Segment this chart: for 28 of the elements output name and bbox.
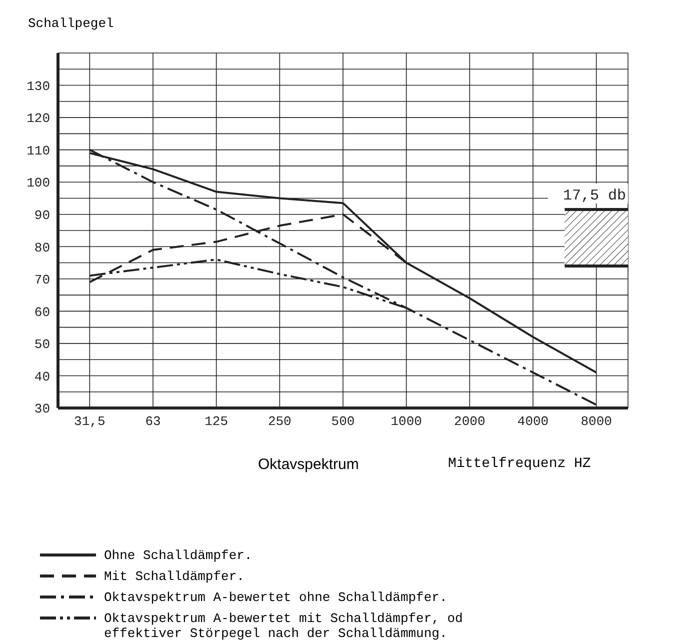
y-tick-label: 30 <box>34 402 50 417</box>
y-tick-label: 60 <box>34 304 50 320</box>
x-tick-label: 500 <box>331 414 355 430</box>
y-axis-title: Schallpegel <box>28 16 114 31</box>
band-label: 17,5 db <box>562 188 626 205</box>
x-tick-label: 4000 <box>517 414 549 430</box>
y-tick-label: 70 <box>34 272 50 288</box>
y-tick-label: 90 <box>34 208 50 223</box>
x-tick-label: 250 <box>268 414 292 430</box>
y-tick-label: 110 <box>26 143 50 158</box>
text: Mittelfrequenz HZ <box>448 456 591 472</box>
y-tick-label: 80 <box>34 240 50 256</box>
y-tick-label: 130 <box>26 78 50 94</box>
y-tick-label: 100 <box>26 176 50 191</box>
legend-label: Mit Schalldämpfer. <box>104 569 246 584</box>
y-tick-label: 50 <box>34 337 50 352</box>
y-tick-label: 120 <box>26 111 50 126</box>
legend-label: Oktavspektrum A-bewertet ohne Schalldämpfer. <box>104 590 448 605</box>
x-tick-label: 2000 <box>454 414 486 430</box>
legend-label: Ohne Schalldämpfer. <box>104 548 254 563</box>
x-axis-title: Oktavspektrum <box>258 456 359 473</box>
x-tick-label: 1000 <box>390 414 422 430</box>
y-tick-label: 40 <box>34 369 50 384</box>
x-tick-label: 125 <box>204 414 228 430</box>
legend-label: Oktavspektrum A-bewertet mit Schalldämpfer, od effektiver Störpegel nach der Schalldämmung. <box>104 611 464 641</box>
x-tick-label: 8000 <box>580 414 612 430</box>
x-tick-label: 31,5 <box>74 414 106 430</box>
x-tick-label: 63 <box>145 414 161 430</box>
